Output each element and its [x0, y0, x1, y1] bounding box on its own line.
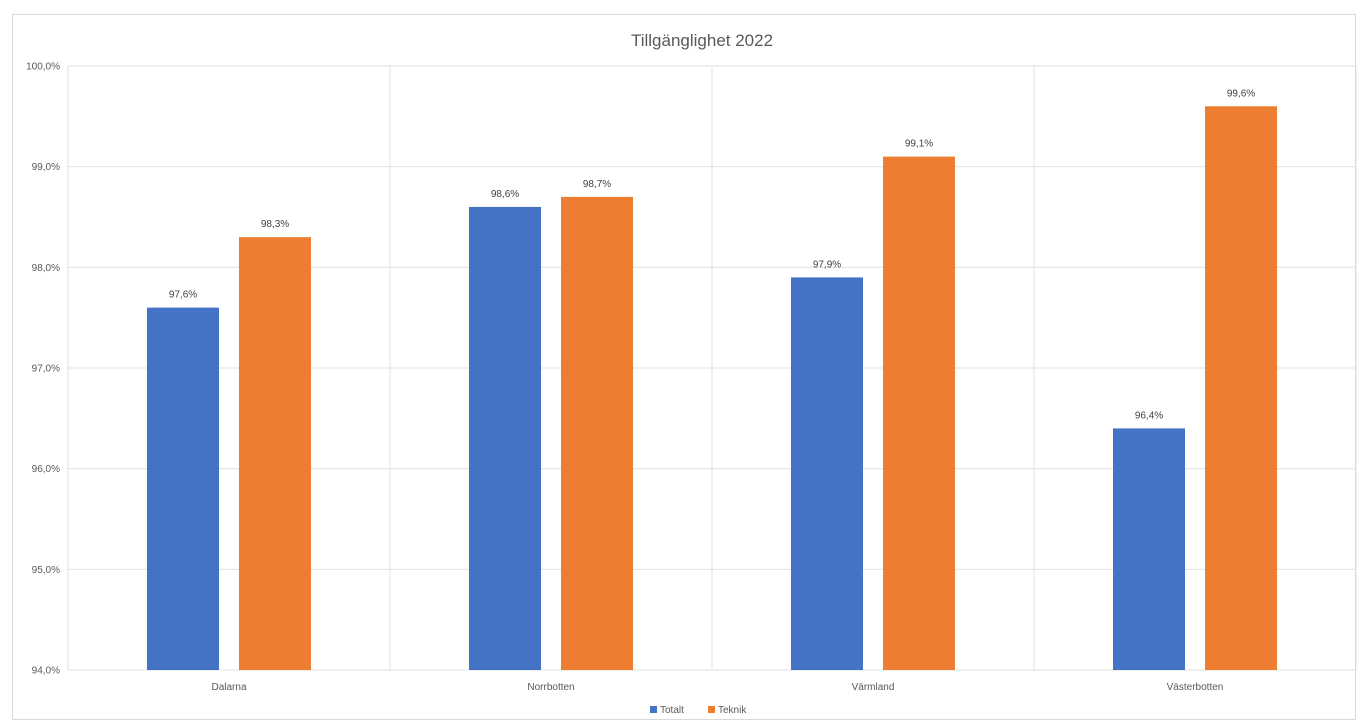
y-tick-label: 97,0% — [32, 364, 60, 375]
legend-swatch-teknik — [708, 706, 715, 713]
legend-label-totalt: Totalt — [660, 705, 684, 716]
legend-label-teknik: Teknik — [718, 705, 747, 716]
data-label: 99,1% — [905, 139, 933, 150]
bar-totalt — [791, 277, 863, 670]
x-tick-label: Värmland — [852, 682, 895, 693]
chart-title: Tillgänglighet 2022 — [631, 31, 773, 50]
data-label: 97,6% — [169, 290, 197, 301]
y-tick-label: 98,0% — [32, 263, 60, 274]
data-label: 98,7% — [583, 179, 611, 190]
bar-teknik — [239, 237, 311, 670]
y-tick-label: 99,0% — [32, 162, 60, 173]
legend-swatch-totalt — [650, 706, 657, 713]
data-label: 99,6% — [1227, 88, 1255, 99]
y-tick-label: 94,0% — [32, 666, 60, 677]
x-tick-label: Norrbotten — [527, 682, 574, 693]
bar-teknik — [1205, 106, 1277, 671]
bar-totalt — [1113, 428, 1185, 670]
y-tick-label: 95,0% — [32, 565, 60, 576]
data-label: 98,3% — [261, 219, 289, 230]
y-tick-label: 100,0% — [26, 62, 60, 73]
x-tick-label: Dalarna — [211, 682, 246, 693]
bar-totalt — [469, 206, 541, 670]
bar-totalt — [147, 307, 219, 670]
data-label: 96,4% — [1135, 410, 1163, 421]
bar-teknik — [561, 196, 633, 670]
y-tick-label: 96,0% — [32, 464, 60, 475]
data-label: 97,9% — [813, 259, 841, 270]
bar-teknik — [883, 156, 955, 671]
data-label: 98,6% — [491, 189, 519, 200]
x-tick-label: Västerbotten — [1167, 682, 1224, 693]
